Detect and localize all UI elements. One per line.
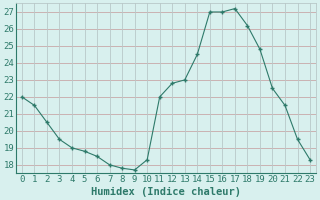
X-axis label: Humidex (Indice chaleur): Humidex (Indice chaleur) bbox=[91, 186, 241, 197]
